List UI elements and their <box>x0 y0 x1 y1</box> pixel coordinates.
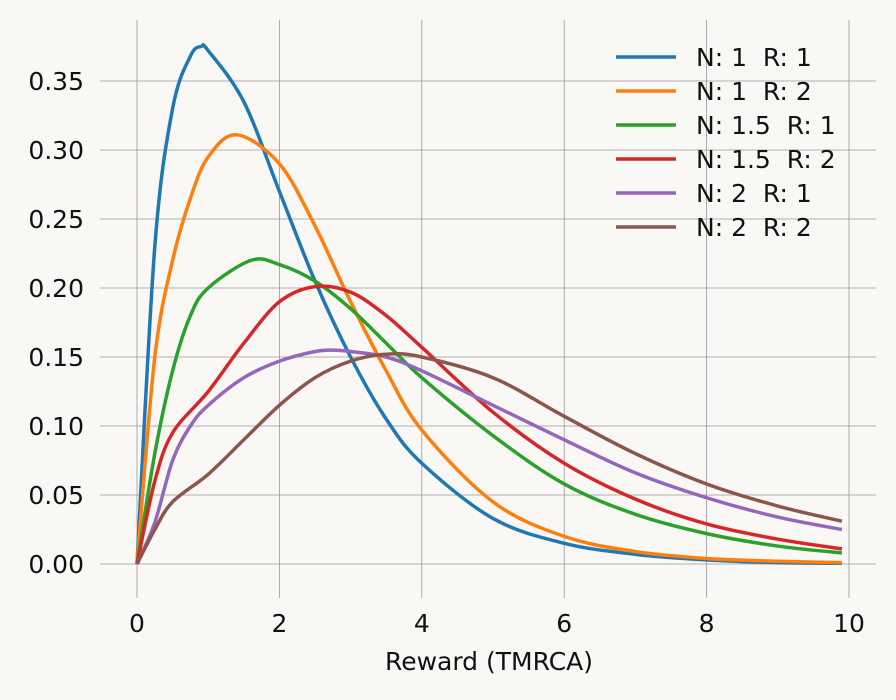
series-line-4 <box>135 284 843 565</box>
y-tick-label: 0.35 <box>28 67 84 96</box>
legend-label: N: 1.5 R: 1 <box>696 111 836 140</box>
y-tick-label: 0.30 <box>28 136 84 165</box>
y-tick-label: 0.00 <box>28 550 84 579</box>
legend-label: N: 1 R: 1 <box>696 43 812 72</box>
series-lines <box>135 43 843 566</box>
legend-label: N: 2 R: 2 <box>696 213 812 242</box>
x-tick-label: 4 <box>414 609 430 638</box>
series-line-5 <box>135 348 843 565</box>
y-tick-label: 0.05 <box>28 481 84 510</box>
y-tick-label: 0.25 <box>28 205 84 234</box>
tick-labels: 0 2 4 6 8 10 0.00 0.05 0.10 0.15 0.20 0.25 0.30 0.35 <box>28 67 865 638</box>
x-tick-label: 2 <box>271 609 287 638</box>
y-tick-label: 0.20 <box>28 274 84 303</box>
y-tick-label: 0.15 <box>28 343 84 372</box>
series-line-2 <box>135 133 842 565</box>
x-tick-label: 8 <box>699 609 715 638</box>
series-line-6 <box>135 352 843 565</box>
series-line-3 <box>135 257 843 565</box>
x-tick-label: 10 <box>833 609 865 638</box>
legend: N: 1 R: 1 N: 1 R: 2 N: 1.5 R: 1 N: 1.5 R: 2… <box>616 43 836 242</box>
x-tick-label: 0 <box>129 609 145 638</box>
legend-label: N: 1 R: 2 <box>696 77 812 106</box>
legend-label: N: 1.5 R: 2 <box>696 145 836 174</box>
x-axis-label: Reward (TMRCA) <box>385 647 593 676</box>
x-tick-label: 6 <box>556 609 572 638</box>
grid <box>100 20 876 598</box>
legend-label: N: 2 R: 1 <box>696 179 812 208</box>
y-tick-label: 0.10 <box>28 412 84 441</box>
